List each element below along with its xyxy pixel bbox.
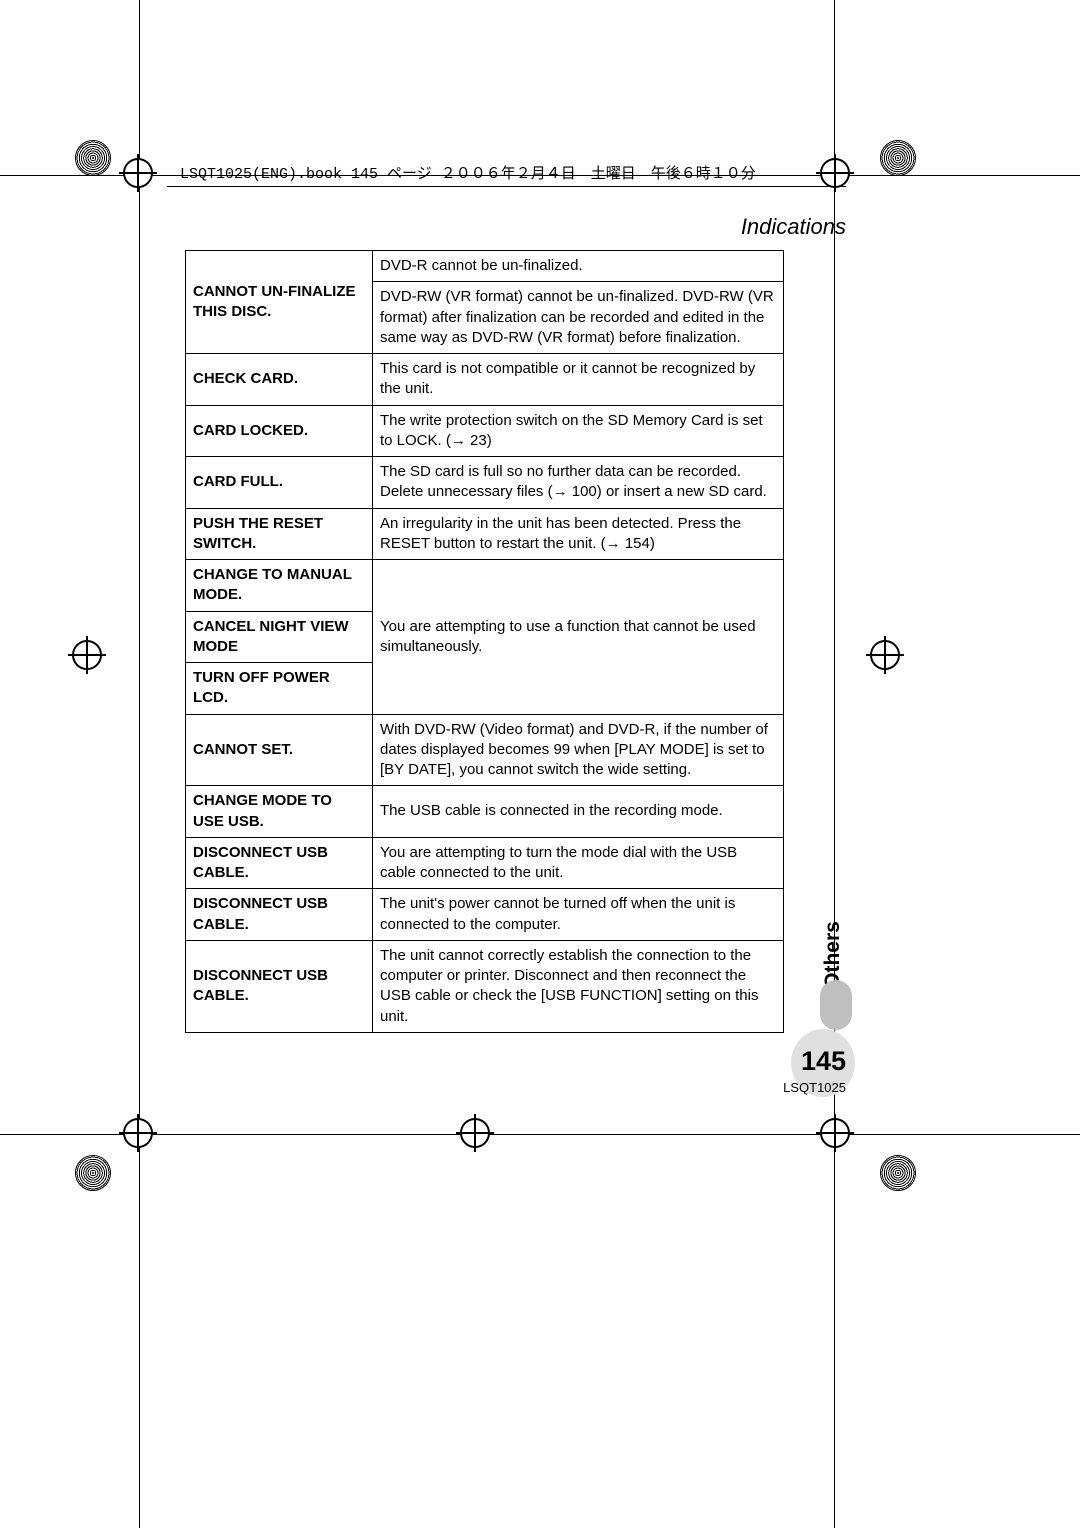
indication-label: CARD FULL. [186, 457, 373, 509]
table-row: DISCONNECT USB CABLE. You are attempting… [186, 837, 784, 889]
table-row: PUSH THE RESET SWITCH. An irregularity i… [186, 508, 784, 560]
indication-label: CANCEL NIGHT VIEW MODE [186, 611, 373, 663]
indication-label: DISCONNECT USB CABLE. [186, 889, 373, 941]
page-number: 145 [801, 1046, 846, 1077]
crop-vline-left [139, 0, 140, 1528]
indication-desc: The write protection switch on the SD Me… [373, 405, 784, 457]
table-row: DISCONNECT USB CABLE. The unit cannot co… [186, 940, 784, 1032]
table-row: CHANGE TO MANUAL MODE. You are attemptin… [186, 560, 784, 612]
crop-radial-tl [75, 140, 111, 176]
table-row: CHANGE MODE TO USE USB. The USB cable is… [186, 786, 784, 838]
crop-target-bm [460, 1118, 490, 1148]
indication-desc: You are attempting to use a function tha… [373, 560, 784, 715]
indication-desc: The unit's power cannot be turned off wh… [373, 889, 784, 941]
crop-target-ml [72, 640, 102, 670]
page-header-line [167, 186, 846, 187]
indication-desc: The SD card is full so no further data c… [373, 457, 784, 509]
indication-label: DISCONNECT USB CABLE. [186, 837, 373, 889]
section-side-pill [820, 980, 852, 1030]
crop-radial-br [880, 1155, 916, 1191]
crop-hline-bottom [0, 1134, 1080, 1135]
indication-desc: This card is not compatible or it cannot… [373, 354, 784, 406]
crop-target-mr [870, 640, 900, 670]
crop-radial-bl [75, 1155, 111, 1191]
indication-label: DISCONNECT USB CABLE. [186, 940, 373, 1032]
indication-desc: DVD-R cannot be un-finalized. [373, 251, 784, 282]
indication-label: TURN OFF POWER LCD. [186, 663, 373, 715]
page-header-text: LSQT1025(ENG).book 145 ページ ２００６年２月４日 土曜日… [180, 162, 756, 183]
indication-desc: DVD-RW (VR format) cannot be un-finalize… [373, 282, 784, 354]
indications-table: CANNOT UN-FINALIZE THIS DISC. DVD-R cann… [185, 250, 784, 1033]
indication-label: CANNOT SET. [186, 714, 373, 786]
table-row: CARD FULL. The SD card is full so no fur… [186, 457, 784, 509]
section-title: Indications [741, 214, 846, 240]
indication-desc: The USB cable is connected in the record… [373, 786, 784, 838]
crop-target-bl [123, 1118, 153, 1148]
table-row: CHECK CARD. This card is not compatible … [186, 354, 784, 406]
section-side-label: Others [821, 921, 845, 989]
doc-code: LSQT1025 [783, 1080, 846, 1095]
indication-desc: With DVD-RW (Video format) and DVD-R, if… [373, 714, 784, 786]
indication-label: PUSH THE RESET SWITCH. [186, 508, 373, 560]
table-row: CARD LOCKED. The write protection switch… [186, 405, 784, 457]
indication-label: CANNOT UN-FINALIZE THIS DISC. [186, 251, 373, 354]
indication-label: CARD LOCKED. [186, 405, 373, 457]
crop-target-br [820, 1118, 850, 1148]
indication-label: CHANGE MODE TO USE USB. [186, 786, 373, 838]
table-row: CANNOT SET. With DVD-RW (Video format) a… [186, 714, 784, 786]
indication-desc: The unit cannot correctly establish the … [373, 940, 784, 1032]
indication-desc: You are attempting to turn the mode dial… [373, 837, 784, 889]
crop-target-tl [123, 158, 153, 188]
crop-target-tr [820, 158, 850, 188]
indication-label: CHANGE TO MANUAL MODE. [186, 560, 373, 612]
crop-radial-tr [880, 140, 916, 176]
indication-desc: An irregularity in the unit has been det… [373, 508, 784, 560]
table-row: CANNOT UN-FINALIZE THIS DISC. DVD-R cann… [186, 251, 784, 282]
table-row: DISCONNECT USB CABLE. The unit's power c… [186, 889, 784, 941]
indication-label: CHECK CARD. [186, 354, 373, 406]
